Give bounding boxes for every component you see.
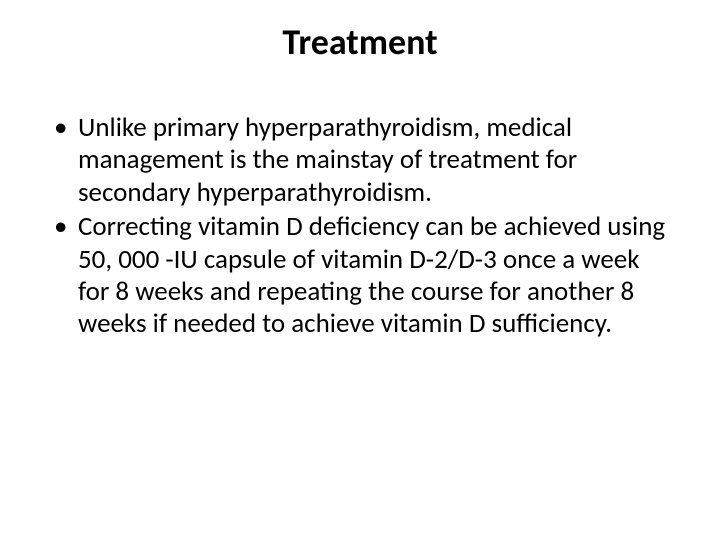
bullet-item: Unlike primary hyperparathyroidism, medi… (50, 112, 670, 209)
bullet-list: Unlike primary hyperparathyroidism, medi… (50, 112, 670, 341)
bullet-item: Correcting vitamin D deficiency can be a… (50, 211, 670, 341)
slide-title: Treatment (50, 20, 670, 64)
